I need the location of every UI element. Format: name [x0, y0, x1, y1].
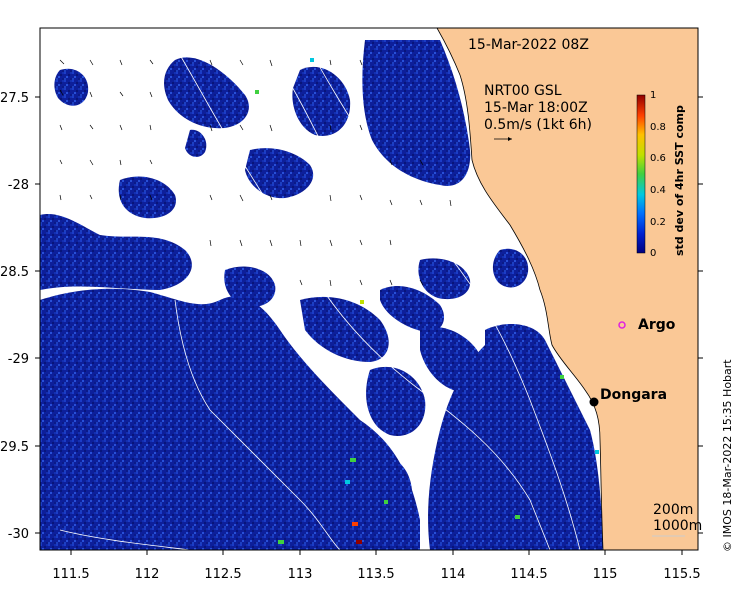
colorbar: 0 0.2 0.4 0.6 0.8 1 std dev of 4hr SST c… [636, 90, 686, 259]
map-frame [39, 27, 699, 551]
x-tick-label: 113.5 [357, 567, 394, 582]
map-plot-area [40, 28, 698, 550]
x-tick-label: 115.5 [663, 567, 700, 582]
colorbar-tick-label: 0 [650, 248, 656, 259]
x-tick-label: 114 [441, 567, 466, 582]
isobath-1000-label: 1000m [653, 518, 702, 534]
sst-high-variance-pixels [255, 58, 599, 544]
colorbar-tick-label: 0.8 [650, 122, 666, 133]
colorbar-tick-label: 0.2 [650, 217, 666, 228]
x-tick-label: 111.5 [52, 567, 89, 582]
current-time-label: 15-Mar 18:00Z [484, 100, 588, 116]
y-tick-label: -30 [8, 527, 29, 542]
dongara-marker: Dongara [589, 387, 667, 407]
colorbar-gradient [636, 94, 646, 254]
x-tick-marks [70, 550, 683, 555]
x-tick-label: 112 [135, 567, 160, 582]
y-tick-label: -29 [8, 352, 29, 367]
scale-arrow-icon [494, 137, 512, 141]
colorbar-title: std dev of 4hr SST comp [673, 105, 686, 256]
x-tick-label: 114.5 [510, 567, 547, 582]
current-scale-label: 0.5m/s (1kt 6h) [484, 117, 592, 133]
y-tick-label: 28.5 [0, 265, 29, 280]
town-dot-icon [589, 397, 599, 407]
date-label: 15-Mar-2022 08Z [468, 37, 589, 53]
current-vectors [59, 59, 452, 287]
current-model-label: NRT00 GSL [484, 83, 562, 99]
x-tick-label: 113 [288, 567, 313, 582]
argo-float-icon [618, 321, 626, 329]
x-tick-label: 112.5 [204, 567, 241, 582]
x-tick-label: 115 [593, 567, 618, 582]
credit-label: © IMOS 18-Mar-2022 15:35 Hobart [721, 359, 734, 552]
y-tick-labels: 27.5 -28 28.5 -29 29.5 -30 [0, 91, 29, 542]
colorbar-tick-label: 1 [650, 90, 656, 101]
y-tick-label: -28 [8, 178, 29, 193]
land-mass [436, 28, 698, 550]
y-tick-label: 29.5 [0, 440, 29, 455]
sst-data-coverage [40, 40, 603, 550]
argo-label: Argo [638, 317, 676, 333]
isobath-200-label: 200m [653, 502, 693, 518]
isobath-lines [59, 29, 581, 550]
x-tick-labels: 111.5 112 112.5 113 113.5 114 114.5 115 … [52, 567, 700, 582]
colorbar-tick-label: 0.4 [650, 185, 666, 196]
argo-marker: Argo [618, 317, 676, 333]
colorbar-tick-label: 0.6 [650, 153, 666, 164]
y-tick-label: 27.5 [0, 91, 29, 106]
dongara-label: Dongara [600, 387, 667, 403]
y-tick-marks [35, 96, 703, 534]
